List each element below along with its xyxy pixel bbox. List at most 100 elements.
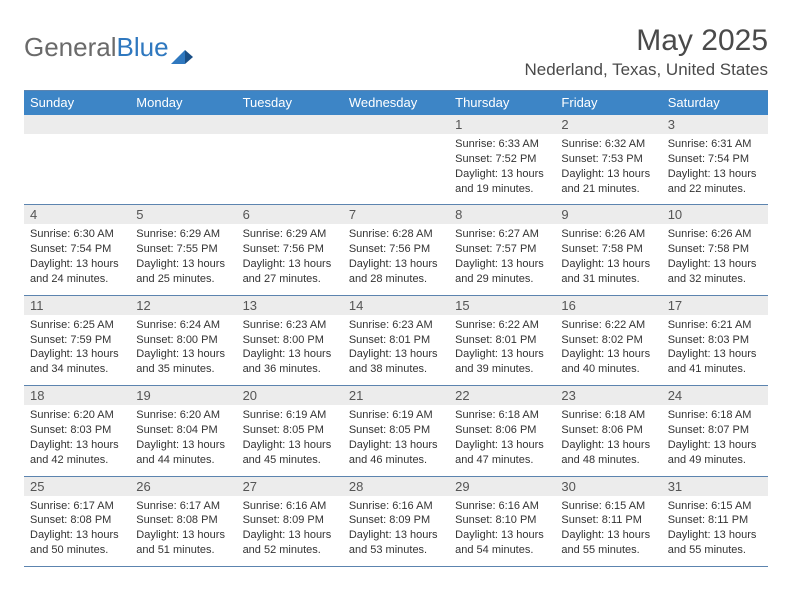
date-number: 14 — [343, 296, 449, 315]
date-detail — [130, 134, 236, 204]
calendar-week: 25262728293031Sunrise: 6:17 AM Sunset: 8… — [24, 477, 768, 567]
date-number: 22 — [449, 386, 555, 405]
date-detail: Sunrise: 6:19 AM Sunset: 8:05 PM Dayligh… — [237, 405, 343, 475]
brand-logo: GeneralBlue — [24, 24, 193, 63]
date-number-row: 18192021222324 — [24, 386, 768, 405]
date-detail: Sunrise: 6:15 AM Sunset: 8:11 PM Dayligh… — [662, 496, 768, 566]
calendar-week: 18192021222324Sunrise: 6:20 AM Sunset: 8… — [24, 386, 768, 476]
date-number: 6 — [237, 205, 343, 224]
date-number: 1 — [449, 115, 555, 134]
date-number: 23 — [555, 386, 661, 405]
date-detail-row: Sunrise: 6:25 AM Sunset: 7:59 PM Dayligh… — [24, 315, 768, 385]
date-number: 9 — [555, 205, 661, 224]
brand-part1: General — [24, 32, 117, 63]
date-number: 30 — [555, 477, 661, 496]
date-number — [237, 115, 343, 134]
date-detail: Sunrise: 6:24 AM Sunset: 8:00 PM Dayligh… — [130, 315, 236, 385]
date-number: 31 — [662, 477, 768, 496]
date-number: 25 — [24, 477, 130, 496]
location-text: Nederland, Texas, United States — [525, 60, 769, 80]
date-number-row: 25262728293031 — [24, 477, 768, 496]
date-number: 2 — [555, 115, 661, 134]
date-number: 26 — [130, 477, 236, 496]
date-detail: Sunrise: 6:25 AM Sunset: 7:59 PM Dayligh… — [24, 315, 130, 385]
date-number: 16 — [555, 296, 661, 315]
date-detail: Sunrise: 6:22 AM Sunset: 8:01 PM Dayligh… — [449, 315, 555, 385]
date-detail: Sunrise: 6:16 AM Sunset: 8:09 PM Dayligh… — [237, 496, 343, 566]
day-header: Sunday — [24, 91, 130, 115]
date-detail: Sunrise: 6:23 AM Sunset: 8:01 PM Dayligh… — [343, 315, 449, 385]
date-detail — [343, 134, 449, 204]
date-detail: Sunrise: 6:26 AM Sunset: 7:58 PM Dayligh… — [555, 224, 661, 294]
brand-mark-icon — [171, 40, 193, 56]
date-detail: Sunrise: 6:17 AM Sunset: 8:08 PM Dayligh… — [130, 496, 236, 566]
date-number: 21 — [343, 386, 449, 405]
date-number-row: 45678910 — [24, 205, 768, 224]
date-detail: Sunrise: 6:20 AM Sunset: 8:04 PM Dayligh… — [130, 405, 236, 475]
day-header: Thursday — [449, 91, 555, 115]
date-number: 20 — [237, 386, 343, 405]
date-detail: Sunrise: 6:18 AM Sunset: 8:07 PM Dayligh… — [662, 405, 768, 475]
date-detail: Sunrise: 6:22 AM Sunset: 8:02 PM Dayligh… — [555, 315, 661, 385]
date-detail: Sunrise: 6:23 AM Sunset: 8:00 PM Dayligh… — [237, 315, 343, 385]
date-detail-row: Sunrise: 6:20 AM Sunset: 8:03 PM Dayligh… — [24, 405, 768, 475]
date-detail: Sunrise: 6:15 AM Sunset: 8:11 PM Dayligh… — [555, 496, 661, 566]
calendar-week: 45678910Sunrise: 6:30 AM Sunset: 7:54 PM… — [24, 205, 768, 295]
date-number — [24, 115, 130, 134]
date-number: 29 — [449, 477, 555, 496]
date-detail: Sunrise: 6:27 AM Sunset: 7:57 PM Dayligh… — [449, 224, 555, 294]
date-number: 17 — [662, 296, 768, 315]
page: GeneralBlue May 2025 Nederland, Texas, U… — [0, 0, 792, 567]
calendar-week: 11121314151617Sunrise: 6:25 AM Sunset: 7… — [24, 296, 768, 386]
date-detail-row: Sunrise: 6:30 AM Sunset: 7:54 PM Dayligh… — [24, 224, 768, 294]
date-detail: Sunrise: 6:29 AM Sunset: 7:55 PM Dayligh… — [130, 224, 236, 294]
date-number: 18 — [24, 386, 130, 405]
date-number: 4 — [24, 205, 130, 224]
date-detail-row: Sunrise: 6:17 AM Sunset: 8:08 PM Dayligh… — [24, 496, 768, 566]
date-number-row: 11121314151617 — [24, 296, 768, 315]
date-detail: Sunrise: 6:30 AM Sunset: 7:54 PM Dayligh… — [24, 224, 130, 294]
calendar-week: 123Sunrise: 6:33 AM Sunset: 7:52 PM Dayl… — [24, 115, 768, 205]
date-number: 27 — [237, 477, 343, 496]
header: GeneralBlue May 2025 Nederland, Texas, U… — [24, 24, 768, 80]
date-detail — [24, 134, 130, 204]
date-number: 5 — [130, 205, 236, 224]
day-header: Friday — [555, 91, 661, 115]
date-number: 11 — [24, 296, 130, 315]
day-header: Monday — [130, 91, 236, 115]
date-detail: Sunrise: 6:17 AM Sunset: 8:08 PM Dayligh… — [24, 496, 130, 566]
date-detail: Sunrise: 6:18 AM Sunset: 8:06 PM Dayligh… — [449, 405, 555, 475]
date-detail: Sunrise: 6:16 AM Sunset: 8:09 PM Dayligh… — [343, 496, 449, 566]
page-title: May 2025 — [525, 24, 769, 58]
date-detail: Sunrise: 6:20 AM Sunset: 8:03 PM Dayligh… — [24, 405, 130, 475]
day-header: Saturday — [662, 91, 768, 115]
date-number: 24 — [662, 386, 768, 405]
calendar: Sunday Monday Tuesday Wednesday Thursday… — [24, 90, 768, 567]
day-header-row: Sunday Monday Tuesday Wednesday Thursday… — [24, 91, 768, 115]
date-number: 28 — [343, 477, 449, 496]
date-detail: Sunrise: 6:29 AM Sunset: 7:56 PM Dayligh… — [237, 224, 343, 294]
date-number: 8 — [449, 205, 555, 224]
date-detail-row: Sunrise: 6:33 AM Sunset: 7:52 PM Dayligh… — [24, 134, 768, 204]
calendar-body: 123Sunrise: 6:33 AM Sunset: 7:52 PM Dayl… — [24, 115, 768, 567]
date-detail: Sunrise: 6:26 AM Sunset: 7:58 PM Dayligh… — [662, 224, 768, 294]
date-detail: Sunrise: 6:28 AM Sunset: 7:56 PM Dayligh… — [343, 224, 449, 294]
date-number: 12 — [130, 296, 236, 315]
date-number: 3 — [662, 115, 768, 134]
date-number: 15 — [449, 296, 555, 315]
date-detail: Sunrise: 6:21 AM Sunset: 8:03 PM Dayligh… — [662, 315, 768, 385]
date-number-row: 123 — [24, 115, 768, 134]
brand-part2: Blue — [117, 32, 169, 63]
date-detail: Sunrise: 6:19 AM Sunset: 8:05 PM Dayligh… — [343, 405, 449, 475]
date-number: 13 — [237, 296, 343, 315]
date-detail: Sunrise: 6:33 AM Sunset: 7:52 PM Dayligh… — [449, 134, 555, 204]
date-detail — [237, 134, 343, 204]
date-number — [130, 115, 236, 134]
date-number: 10 — [662, 205, 768, 224]
date-number: 19 — [130, 386, 236, 405]
date-number — [343, 115, 449, 134]
date-detail: Sunrise: 6:31 AM Sunset: 7:54 PM Dayligh… — [662, 134, 768, 204]
title-block: May 2025 Nederland, Texas, United States — [525, 24, 769, 80]
day-header: Tuesday — [237, 91, 343, 115]
date-detail: Sunrise: 6:32 AM Sunset: 7:53 PM Dayligh… — [555, 134, 661, 204]
